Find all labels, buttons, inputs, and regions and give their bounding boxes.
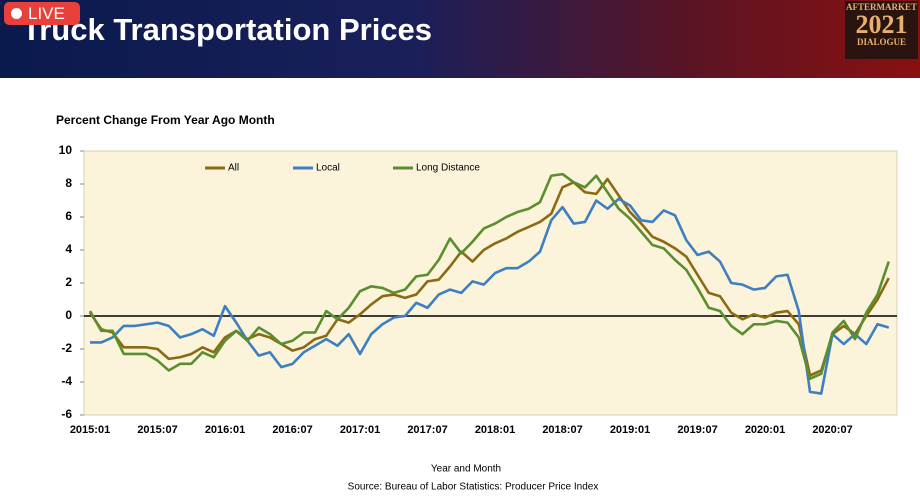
x-tick-label: 2020:07 xyxy=(812,424,852,436)
series-line xyxy=(88,177,890,377)
x-tick-label: 2016:07 xyxy=(272,424,312,436)
y-tick-label: 4 xyxy=(65,242,72,256)
x-tick-label: 2019:07 xyxy=(677,424,717,436)
logo-text: 2021 xyxy=(855,10,908,39)
x-tick-label: 2017:01 xyxy=(340,424,380,436)
x-tick-label: 2015:01 xyxy=(70,424,110,436)
x-tick-label: 2016:01 xyxy=(205,424,245,436)
x-tick-label: 2015:07 xyxy=(137,424,177,436)
series-line xyxy=(90,197,890,395)
slide-title: Truck Transportation Prices xyxy=(22,12,433,47)
x-tick-label: 2018:07 xyxy=(542,424,582,436)
plot-area xyxy=(83,150,898,416)
y-tick-label: 10 xyxy=(59,143,73,157)
x-axis-label: Year and Month xyxy=(431,464,501,475)
logo: AFTERMARKET 2021 DIALOGUE xyxy=(845,1,918,59)
source-note: Source: Bureau of Labor Statistics: Prod… xyxy=(348,482,599,493)
legend-label: Long Distance xyxy=(416,163,480,174)
y-tick-label: -4 xyxy=(61,374,72,388)
y-tick-label: 8 xyxy=(65,176,72,190)
y-tick-label: 6 xyxy=(65,209,72,223)
legend-label: All xyxy=(228,163,239,174)
header: Truck Transportation Prices LIVE AFTERMA… xyxy=(0,0,920,78)
chart-title: Percent Change From Year Ago Month xyxy=(56,113,275,127)
x-tick-label: 2017:07 xyxy=(407,424,447,436)
y-tick-label: 0 xyxy=(65,308,72,322)
y-tick-label: 2 xyxy=(65,275,72,289)
legend-label: Local xyxy=(316,163,340,174)
x-tick-label: 2018:01 xyxy=(475,424,515,436)
x-tick-label: 2020:01 xyxy=(745,424,785,436)
badge-text: LIVE xyxy=(28,4,65,23)
chart: Percent Change From Year Ago Month Year … xyxy=(56,113,898,493)
live-badge: LIVE xyxy=(4,2,80,25)
y-tick-label: -6 xyxy=(61,407,72,421)
logo-text: DIALOGUE xyxy=(856,37,906,47)
y-tick-label: -2 xyxy=(61,341,72,355)
logo-text: AFTERMARKET xyxy=(845,2,917,12)
series-line xyxy=(88,172,890,380)
x-tick-label: 2019:01 xyxy=(610,424,650,436)
